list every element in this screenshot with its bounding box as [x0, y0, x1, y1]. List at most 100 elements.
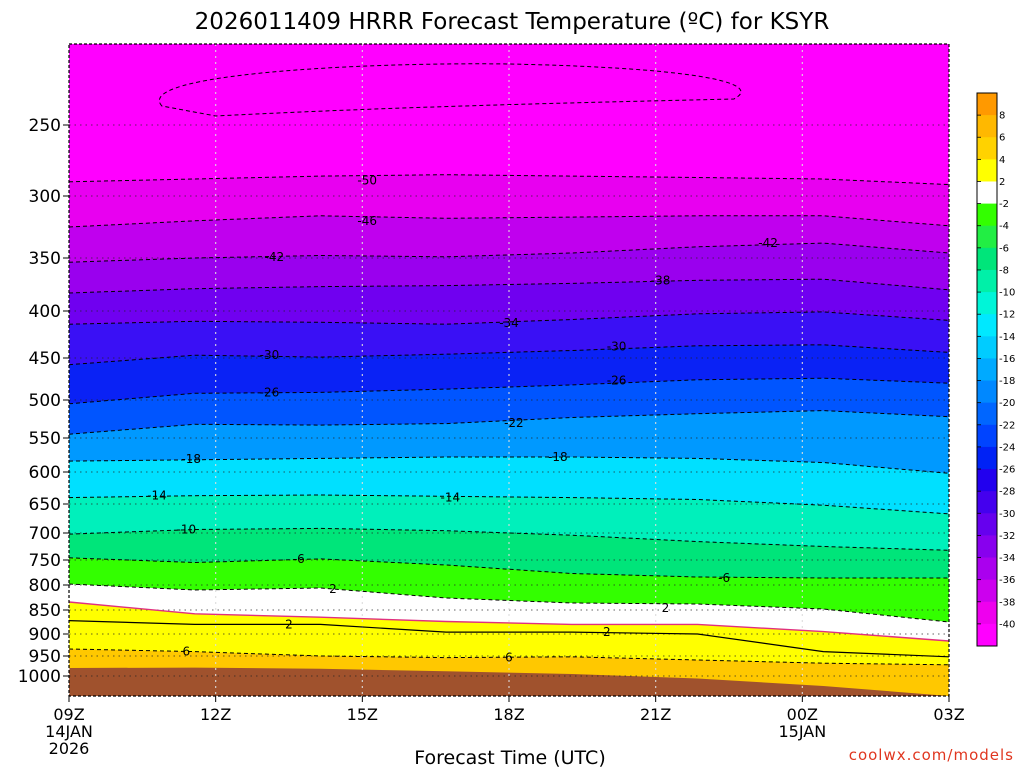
y-tick-label: 550 — [29, 429, 61, 449]
y-tick-label: 1000 — [18, 667, 61, 687]
plot-area: -50 -46 -42 -42 -38 -34 -30 -30 -26 -26 -22 -18 -18 -… — [69, 44, 949, 696]
colorbar-swatch — [977, 225, 997, 249]
colorbar-swatch — [977, 402, 997, 426]
colorbar-label: -12 — [999, 310, 1015, 321]
colorbar-swatch — [977, 469, 997, 492]
x-tick-label: 21Z — [640, 705, 671, 724]
colorbar-label: -40 — [999, 619, 1015, 630]
colorbar-frame — [976, 92, 998, 647]
contour-label: 2 — [603, 625, 611, 639]
contour-label: -30 — [260, 348, 280, 362]
x-tick-label: 12Z — [200, 705, 231, 724]
contour-label: -26 — [607, 374, 627, 388]
credit-text: coolwx.com/models — [849, 746, 1014, 764]
colorbar-label: -10 — [999, 288, 1015, 299]
colorbar-swatch — [977, 535, 997, 559]
y-tick-label: 250 — [29, 116, 61, 136]
contour-line--30 — [69, 344, 949, 366]
contour-line-pink-2 — [69, 601, 949, 642]
contour-label: -42 — [758, 236, 778, 250]
colorbar-label: -20 — [999, 398, 1015, 409]
colorbar-label: -32 — [999, 531, 1015, 542]
colorbar-swatch — [977, 181, 997, 205]
contour-line--26 — [69, 377, 949, 405]
contour-label: 6 — [183, 645, 191, 659]
x-tick-label: 09Z — [53, 705, 84, 724]
y-tick-label: 850 — [29, 601, 61, 621]
colorbar-swatch — [977, 247, 997, 271]
contour-label: -26 — [260, 385, 280, 399]
colorbar-swatch — [977, 513, 997, 536]
colorbar-label: -2 — [999, 199, 1009, 210]
colorbar-swatch — [977, 159, 997, 182]
colorbar-swatch — [977, 446, 997, 470]
contour-label: -10 — [177, 523, 197, 537]
y-tick-label: 900 — [29, 625, 61, 645]
colorbar-swatch — [977, 203, 997, 227]
x-tick-sublabel: 15JAN — [778, 722, 826, 741]
contour-label: -50 — [357, 173, 377, 187]
colorbar-label: -22 — [999, 420, 1015, 431]
colorbar-label: 4 — [999, 155, 1005, 166]
colorbar-swatch — [977, 579, 997, 603]
contour-label: -30 — [607, 340, 627, 354]
colorbar-label: -36 — [999, 575, 1015, 586]
colorbar-label: -30 — [999, 509, 1015, 520]
colorbar-label: -38 — [999, 597, 1015, 608]
x-tick-label: 18Z — [493, 705, 524, 724]
contour-label: -34 — [499, 316, 519, 330]
contour-label: 2 — [285, 617, 293, 631]
contour-label: 2 — [662, 601, 670, 615]
contour-label: -18 — [181, 452, 201, 466]
colorbar-swatch — [977, 137, 997, 160]
y-tick-label: 350 — [29, 249, 61, 269]
colorbar-swatch — [977, 292, 997, 315]
y-tick-label: 950 — [29, 647, 61, 667]
y-tick-label: 750 — [29, 551, 61, 571]
y-tick-label: 600 — [29, 463, 61, 483]
y-tick-label: 450 — [29, 349, 61, 369]
colorbar-swatch — [977, 623, 997, 647]
chart-title: 2026011409 HRRR Forecast Temperature (ºC… — [195, 9, 830, 35]
colorbar-label: -26 — [999, 465, 1015, 476]
colorbar-swatch — [977, 314, 997, 337]
y-tick-label: 300 — [29, 187, 61, 207]
y-tick-label: 650 — [29, 495, 61, 515]
colorbar: 8 6 4 2 -2 -4 -6 -8 -10 -12 -14 -16 -18 -20 -22 -24 -26 -… — [976, 92, 1015, 647]
colorbar-swatch — [977, 424, 997, 448]
contour-label: -6 — [293, 552, 305, 566]
y-tick-label: 400 — [29, 302, 61, 322]
colorbar-swatch — [977, 115, 997, 138]
colorbar-swatch — [977, 380, 997, 404]
x-tick-label: 15Z — [347, 705, 378, 724]
colorbar-swatch — [977, 601, 997, 625]
contour-line-solid-2 — [69, 620, 949, 658]
colorbar-label: -24 — [999, 442, 1015, 453]
colorbar-swatch — [977, 491, 997, 514]
colorbar-swatch — [977, 93, 997, 116]
colorbar-label: -4 — [999, 221, 1009, 232]
y-tick-label: 700 — [29, 524, 61, 544]
x-tick-label: 00Z — [787, 705, 818, 724]
contour-label: -14 — [441, 491, 461, 505]
contour-line-closed-top — [158, 63, 742, 117]
contour-label: -42 — [265, 250, 285, 264]
colorbar-label: -8 — [999, 265, 1009, 276]
colorbar-swatch — [977, 557, 997, 581]
colorbar-label: 8 — [999, 111, 1005, 122]
colorbar-label: 6 — [999, 133, 1005, 144]
colorbar-label: -6 — [999, 243, 1009, 254]
contour-label: -6 — [718, 571, 730, 585]
contour-label: -46 — [357, 214, 377, 228]
y-axis: 250 300 350 400 450 500 550 600 650 700 750 800 850 9… — [18, 116, 69, 687]
colorbar-label: 2 — [999, 177, 1005, 188]
colorbar-label: -14 — [999, 332, 1015, 343]
contour-line--22 — [69, 410, 949, 435]
contour-label: -22 — [504, 416, 524, 430]
x-tick-sublabel: 2026 — [49, 739, 90, 758]
contour-label: 6 — [505, 651, 513, 665]
colorbar-label: -16 — [999, 354, 1015, 365]
y-tick-label: 800 — [29, 576, 61, 596]
